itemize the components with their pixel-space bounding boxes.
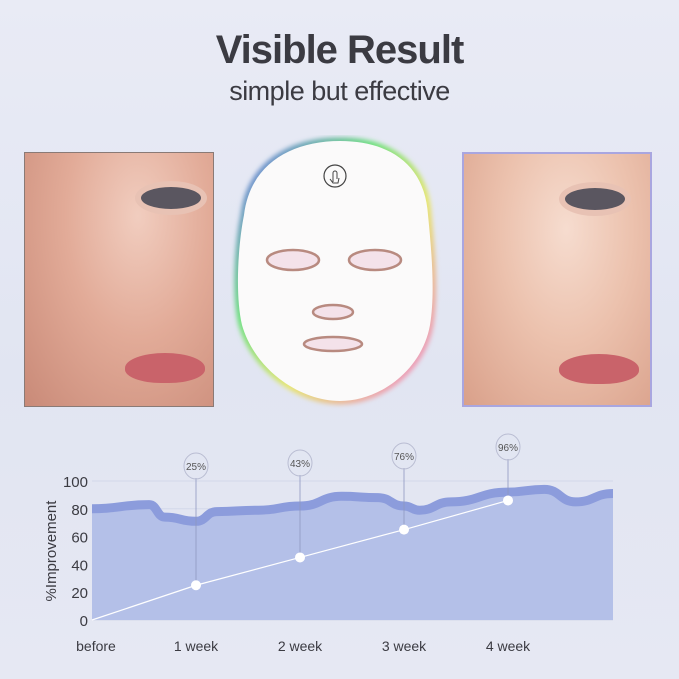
led-mask-image xyxy=(234,137,437,405)
data-label-bubble xyxy=(495,433,521,461)
lips xyxy=(125,353,205,383)
data-label-bubble xyxy=(391,442,417,470)
y-axis-title: %Improvement xyxy=(43,500,60,602)
x-tick-label: 1 week xyxy=(174,638,219,654)
data-label: 25% xyxy=(186,462,206,473)
y-tick-label: 80 xyxy=(71,502,88,519)
y-tick-label: 0 xyxy=(80,613,88,630)
x-tick-label: before xyxy=(76,638,116,654)
lips xyxy=(559,354,639,384)
data-label-bubble xyxy=(287,449,313,477)
x-tick-label: 4 week xyxy=(486,638,531,654)
data-point xyxy=(191,580,201,591)
eye xyxy=(559,182,631,216)
page-title: Visible Result xyxy=(215,28,465,72)
data-label: 96% xyxy=(498,443,518,454)
y-tick-label: 40 xyxy=(71,557,88,574)
data-point xyxy=(503,495,513,506)
x-tick-label: 2 week xyxy=(278,638,323,654)
x-tick-label: 3 week xyxy=(382,638,427,654)
after-photo xyxy=(462,152,652,407)
page-subtitle: simple but effective xyxy=(229,76,450,106)
data-label: 43% xyxy=(290,459,310,470)
data-point xyxy=(399,524,409,535)
background-area xyxy=(92,493,613,620)
data-label: 76% xyxy=(394,452,414,463)
data-label-bubble xyxy=(183,452,209,480)
y-tick-label: 60 xyxy=(71,530,88,547)
y-tick-label: 20 xyxy=(71,585,88,602)
touch-button-icon xyxy=(323,164,347,188)
y-tick-label: 100 xyxy=(63,474,88,491)
eye xyxy=(135,181,207,215)
data-point xyxy=(295,552,305,563)
background-band xyxy=(91,484,614,526)
before-photo xyxy=(24,152,214,407)
